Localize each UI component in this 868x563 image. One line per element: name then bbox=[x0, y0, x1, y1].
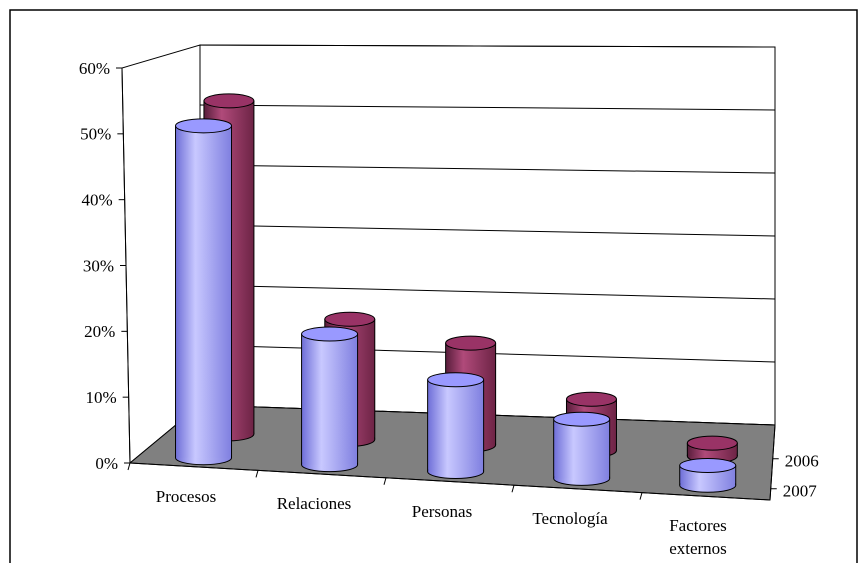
bar bbox=[553, 411, 611, 486]
bar-top bbox=[686, 435, 738, 451]
grid-line bbox=[199, 284, 776, 300]
grid-line bbox=[199, 104, 776, 111]
depth-label: 2006 bbox=[785, 452, 819, 471]
bar-top bbox=[679, 458, 737, 474]
bar-body-cover bbox=[176, 125, 232, 458]
y-tick-label: 50% bbox=[80, 125, 111, 144]
y-axis bbox=[121, 67, 131, 464]
y-tick-label: 10% bbox=[85, 388, 116, 407]
bar-top bbox=[203, 93, 255, 109]
y-tick-label: 40% bbox=[81, 191, 112, 210]
bar-body-cover bbox=[428, 379, 484, 472]
x-tick bbox=[511, 485, 515, 493]
bar-top bbox=[427, 372, 485, 388]
x-tick bbox=[127, 462, 131, 471]
depth-label: 2007 bbox=[783, 482, 818, 501]
bar bbox=[175, 118, 233, 466]
grid-line bbox=[199, 164, 776, 174]
grid-line bbox=[199, 44, 776, 48]
x-tick-label: Factores externos bbox=[669, 516, 727, 559]
bar-body-cover bbox=[554, 419, 610, 479]
y-tick-label: 30% bbox=[83, 256, 114, 275]
frame bbox=[9, 9, 858, 563]
bar bbox=[679, 458, 737, 493]
x-tick-label: Tecnología bbox=[532, 508, 608, 528]
bar-top bbox=[445, 335, 497, 351]
x-tick-label: Personas bbox=[411, 501, 473, 521]
bar-top bbox=[175, 118, 233, 134]
bar bbox=[427, 372, 485, 480]
x-tick bbox=[255, 470, 259, 478]
bar-top bbox=[324, 311, 376, 327]
x-tick-label: Relaciones bbox=[276, 494, 352, 514]
x-tick bbox=[383, 477, 387, 485]
y-tick-label: 20% bbox=[84, 322, 115, 341]
x-axis bbox=[129, 462, 771, 501]
bar-top bbox=[553, 411, 611, 427]
grid-line bbox=[199, 224, 776, 237]
depth-axis bbox=[769, 424, 776, 501]
bar-top bbox=[301, 326, 359, 342]
x-tick-label: Procesos bbox=[155, 486, 217, 506]
bar bbox=[301, 326, 359, 473]
bar-body-cover bbox=[302, 334, 358, 465]
y-tick-label: 60% bbox=[79, 59, 110, 78]
y-tick-label: 0% bbox=[95, 454, 118, 473]
bar-top bbox=[565, 391, 617, 407]
x-tick bbox=[639, 492, 643, 500]
